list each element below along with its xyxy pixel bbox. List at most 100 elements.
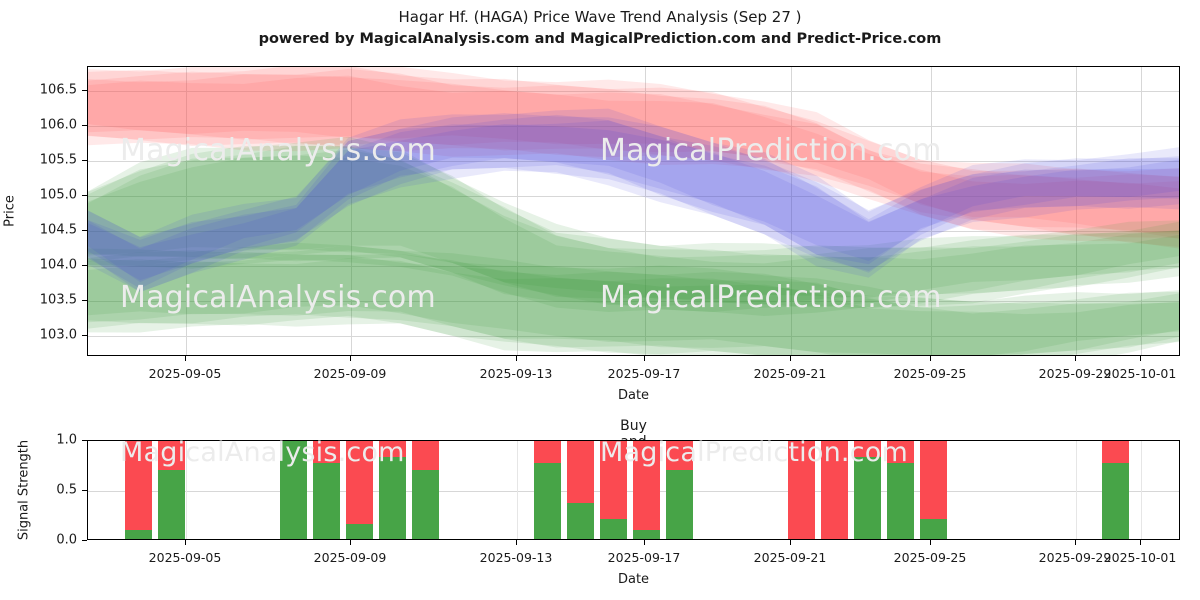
buy-power-bar[interactable] <box>124 530 152 539</box>
price-y-tick-label: 106.0 <box>39 117 77 133</box>
sell-power-bar[interactable] <box>919 441 947 519</box>
price-y-tick-mark <box>82 300 87 302</box>
price-y-tick-mark <box>82 160 87 162</box>
price-x-tick-label: 2025-09-29 <box>1038 366 1112 381</box>
sell-power-bar[interactable] <box>345 441 373 524</box>
price-gridline <box>88 231 1179 233</box>
chart-title-block: Hagar Hf. (HAGA) Price Wave Trend Analys… <box>0 6 1200 50</box>
price-band-layer <box>88 67 1179 355</box>
signal-x-tick-label: 2025-09-29 <box>1038 550 1112 565</box>
sell-power-bar[interactable] <box>665 441 693 470</box>
buy-power-bar[interactable] <box>345 524 373 539</box>
signal-y-tick-label: 0.0 <box>56 532 77 548</box>
signal-gridline-vertical <box>186 441 187 539</box>
price-gridline <box>88 266 1179 268</box>
price-x-tick-label: 2025-09-25 <box>893 366 967 381</box>
price-x-tick-label: 2025-09-09 <box>313 366 387 381</box>
price-y-tick-mark <box>82 335 87 337</box>
price-plot-area[interactable] <box>87 66 1180 356</box>
sell-power-bar[interactable] <box>157 441 185 470</box>
price-gridline <box>88 126 1179 128</box>
signal-plot-area[interactable] <box>87 440 1180 540</box>
buy-power-bar[interactable] <box>599 519 627 539</box>
sell-power-bar[interactable] <box>312 441 340 463</box>
price-y-tick-label: 105.5 <box>39 152 77 168</box>
buy-power-bar[interactable] <box>566 503 594 539</box>
price-band-2 <box>88 258 1179 355</box>
buy-power-bar[interactable] <box>632 530 660 539</box>
sell-power-bar[interactable] <box>411 441 439 470</box>
buy-power-bar[interactable] <box>853 457 881 539</box>
signal-y-tick-mark <box>82 440 87 441</box>
price-band-1 <box>88 145 1179 305</box>
signal-x-tick-label: 2025-09-21 <box>753 550 827 565</box>
price-gridline <box>88 161 1179 163</box>
sell-power-bar[interactable] <box>632 441 660 530</box>
price-band-3 <box>88 108 1179 283</box>
price-x-axis-title: Date <box>617 388 650 403</box>
buy-power-bar[interactable] <box>279 441 307 539</box>
price-x-tick-mark <box>350 356 351 361</box>
price-band-0 <box>88 67 1179 239</box>
signal-x-tick-mark <box>790 540 791 545</box>
buy-power-bar[interactable] <box>312 463 340 539</box>
signal-x-tick-label: 2025-09-25 <box>893 550 967 565</box>
signal-x-axis-title: Date <box>617 572 650 587</box>
sell-power-bar[interactable] <box>886 441 914 463</box>
price-gridline-vertical <box>351 67 352 355</box>
sell-power-bar[interactable] <box>533 441 561 463</box>
buy-power-bar[interactable] <box>378 457 406 539</box>
price-band-3 <box>88 114 1179 289</box>
price-band-2 <box>88 251 1179 355</box>
signal-y-tick-mark <box>82 490 87 491</box>
signal-x-tick-mark <box>930 540 931 545</box>
price-band-3 <box>88 120 1179 293</box>
price-gridline <box>88 336 1179 338</box>
price-x-tick-mark <box>516 356 517 361</box>
price-gridline-vertical <box>1076 67 1077 355</box>
price-y-tick-label: 105.0 <box>39 187 77 203</box>
price-band-3 <box>88 113 1179 281</box>
signal-x-tick-mark <box>516 540 517 545</box>
price-band-1 <box>88 136 1179 300</box>
price-gridline-vertical <box>186 67 187 355</box>
signal-x-tick-mark <box>350 540 351 545</box>
buy-power-bar[interactable] <box>157 470 185 539</box>
sell-power-bar[interactable] <box>853 441 881 457</box>
signal-gridline-vertical <box>517 441 518 539</box>
buy-power-bar[interactable] <box>919 519 947 539</box>
signal-y-tick-mark <box>82 540 87 541</box>
signal-x-tick-mark <box>185 540 186 545</box>
price-x-tick-label: 2025-10-01 <box>1103 366 1177 381</box>
signal-gridline-vertical <box>1076 441 1077 539</box>
price-gridline-vertical <box>791 67 792 355</box>
price-y-tick-mark <box>82 125 87 127</box>
buy-power-bar[interactable] <box>533 463 561 539</box>
sell-power-bar[interactable] <box>820 441 848 539</box>
signal-y-tick-label: 0.5 <box>56 482 77 498</box>
price-gridline <box>88 196 1179 198</box>
price-band-0 <box>88 67 1179 234</box>
sell-power-bar[interactable] <box>1101 441 1129 463</box>
signal-gridline-vertical <box>1141 441 1142 539</box>
sell-power-bar[interactable] <box>124 441 152 530</box>
signal-x-tick-label: 2025-09-09 <box>313 550 387 565</box>
page-title: Hagar Hf. (HAGA) Price Wave Trend Analys… <box>398 8 802 26</box>
price-x-tick-mark <box>644 356 645 361</box>
signal-x-tick-label: 2025-10-01 <box>1103 550 1177 565</box>
price-y-tick-label: 104.0 <box>39 257 77 273</box>
price-band-0 <box>88 68 1179 238</box>
buy-power-bar[interactable] <box>665 470 693 539</box>
buy-power-bar[interactable] <box>1101 463 1129 539</box>
sell-power-bar[interactable] <box>378 441 406 457</box>
price-band-2 <box>88 245 1179 355</box>
price-x-tick-label: 2025-09-17 <box>607 366 681 381</box>
sell-power-bar[interactable] <box>787 441 815 539</box>
sell-power-bar[interactable] <box>599 441 627 519</box>
price-x-tick-label: 2025-09-13 <box>479 366 553 381</box>
buy-power-bar[interactable] <box>886 463 914 539</box>
buy-power-bar[interactable] <box>411 470 439 539</box>
sell-power-bar[interactable] <box>566 441 594 503</box>
price-x-tick-mark <box>185 356 186 361</box>
price-y-tick-mark <box>82 90 87 92</box>
